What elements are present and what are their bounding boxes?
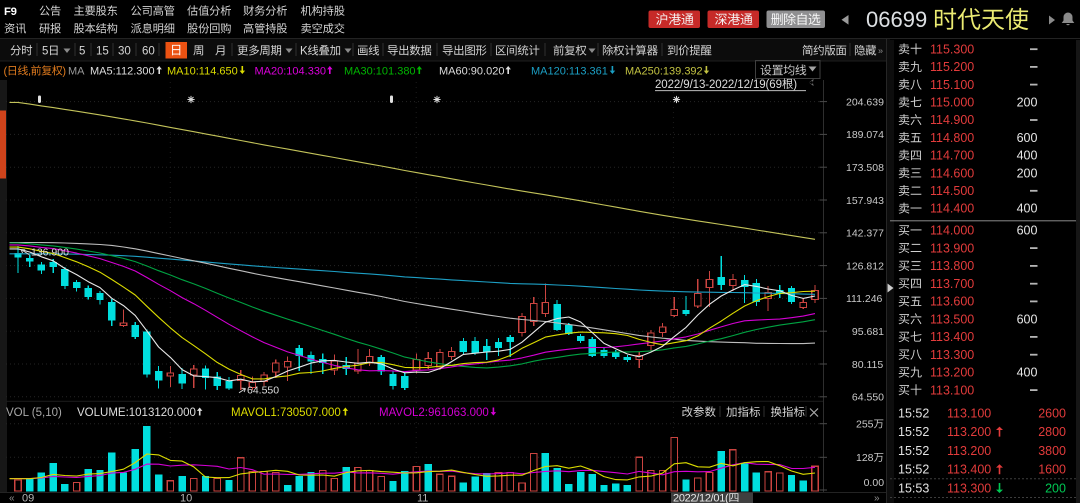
svg-text:142.377: 142.377 bbox=[846, 228, 884, 240]
svg-text:): ) bbox=[793, 79, 797, 91]
svg-text:11: 11 bbox=[417, 493, 428, 503]
svg-text:113.300: 113.300 bbox=[930, 348, 974, 362]
svg-text:MAVOL1:730507.000: MAVOL1:730507.000 bbox=[231, 407, 341, 419]
svg-text:126.812: 126.812 bbox=[846, 260, 884, 272]
svg-text:MA10:114.650: MA10:114.650 bbox=[167, 66, 238, 78]
svg-text:113.400: 113.400 bbox=[947, 463, 991, 477]
svg-text:113.100: 113.100 bbox=[930, 383, 974, 397]
svg-text:MA250:139.392: MA250:139.392 bbox=[625, 66, 703, 78]
svg-text:113.700: 113.700 bbox=[930, 277, 974, 291]
svg-text:114.000: 114.000 bbox=[930, 224, 974, 238]
svg-text:600: 600 bbox=[1017, 224, 1038, 238]
svg-text:255: 255 bbox=[856, 419, 874, 431]
svg-text:189.074: 189.074 bbox=[846, 129, 884, 141]
svg-text:5: 5 bbox=[42, 46, 48, 58]
svg-text:204.639: 204.639 bbox=[846, 96, 884, 108]
svg-text:«: « bbox=[9, 493, 15, 503]
svg-text:113.600: 113.600 bbox=[930, 295, 974, 309]
svg-text:3800: 3800 bbox=[1038, 444, 1066, 458]
svg-text:95.681: 95.681 bbox=[852, 326, 884, 338]
svg-text:2022/9/13-2022/12/19(69: 2022/9/13-2022/12/19(69 bbox=[655, 79, 782, 91]
svg-text:113.900: 113.900 bbox=[930, 241, 974, 255]
svg-text:115.200: 115.200 bbox=[930, 60, 974, 74]
svg-text:5: 5 bbox=[79, 46, 85, 58]
svg-text:113.400: 113.400 bbox=[930, 330, 974, 344]
svg-text:64.550: 64.550 bbox=[852, 392, 884, 404]
svg-text:114.900: 114.900 bbox=[930, 113, 974, 127]
svg-text:15: 15 bbox=[96, 46, 109, 58]
svg-text:60: 60 bbox=[142, 46, 155, 58]
svg-text:2600: 2600 bbox=[1038, 406, 1066, 420]
svg-text:115.300: 115.300 bbox=[930, 42, 974, 56]
svg-text:114.400: 114.400 bbox=[930, 202, 974, 216]
svg-text:15:52: 15:52 bbox=[898, 463, 929, 477]
svg-text:200: 200 bbox=[1017, 96, 1038, 110]
svg-text:114.800: 114.800 bbox=[930, 131, 974, 145]
svg-text:09: 09 bbox=[22, 493, 34, 503]
svg-text:113.200: 113.200 bbox=[947, 444, 991, 458]
svg-text:111.246: 111.246 bbox=[846, 293, 883, 305]
svg-text:»: » bbox=[874, 493, 880, 503]
svg-text:»: » bbox=[878, 46, 883, 56]
svg-text:114.700: 114.700 bbox=[930, 149, 974, 163]
svg-text:114.600: 114.600 bbox=[930, 166, 974, 180]
svg-text:2022/12/01(: 2022/12/01( bbox=[673, 493, 729, 503]
svg-text:80.115: 80.115 bbox=[852, 359, 883, 371]
svg-text:173.508: 173.508 bbox=[846, 162, 884, 174]
svg-text:113.200: 113.200 bbox=[947, 425, 991, 439]
svg-text:114.500: 114.500 bbox=[930, 184, 974, 198]
svg-text:136.900: 136.900 bbox=[31, 247, 69, 259]
svg-text:06699: 06699 bbox=[866, 7, 927, 32]
svg-text:1600: 1600 bbox=[1038, 463, 1066, 477]
svg-text:VOLUME:1013120.000: VOLUME:1013120.000 bbox=[77, 407, 196, 419]
svg-text:200: 200 bbox=[1045, 482, 1066, 496]
svg-text:113.300: 113.300 bbox=[947, 482, 991, 496]
svg-text:113.500: 113.500 bbox=[930, 312, 974, 326]
svg-text:600: 600 bbox=[1017, 312, 1038, 326]
svg-text:128: 128 bbox=[856, 452, 874, 464]
svg-text:115.100: 115.100 bbox=[930, 78, 974, 92]
svg-text:113.100: 113.100 bbox=[947, 406, 991, 420]
svg-text:,: , bbox=[28, 66, 31, 78]
svg-text:30: 30 bbox=[118, 46, 131, 58]
svg-text:MA30:101.380: MA30:101.380 bbox=[344, 66, 416, 78]
svg-text:157.943: 157.943 bbox=[846, 195, 884, 207]
svg-text:F9: F9 bbox=[4, 6, 17, 18]
svg-text:VOL (5,10): VOL (5,10) bbox=[6, 407, 62, 419]
svg-text:64.550: 64.550 bbox=[247, 385, 279, 397]
svg-text:15:53: 15:53 bbox=[898, 482, 929, 496]
svg-text:400: 400 bbox=[1017, 149, 1038, 163]
svg-text:115.000: 115.000 bbox=[930, 96, 974, 110]
svg-text:0.00: 0.00 bbox=[864, 477, 885, 489]
svg-text:400: 400 bbox=[1017, 366, 1038, 380]
svg-text:113.200: 113.200 bbox=[930, 366, 974, 380]
svg-text:MA: MA bbox=[68, 66, 85, 78]
svg-text:15:52: 15:52 bbox=[898, 425, 929, 439]
svg-text:400: 400 bbox=[1017, 202, 1038, 216]
svg-text:MA60:90.020: MA60:90.020 bbox=[439, 66, 504, 78]
svg-text:10: 10 bbox=[180, 493, 192, 503]
svg-text:): ) bbox=[62, 66, 65, 78]
svg-text:113.800: 113.800 bbox=[930, 259, 974, 273]
svg-text:K: K bbox=[300, 46, 308, 58]
svg-text:200: 200 bbox=[1017, 166, 1038, 180]
svg-text:MA20:104.330: MA20:104.330 bbox=[255, 66, 327, 78]
svg-text:15:52: 15:52 bbox=[898, 406, 929, 420]
svg-text:MA120:113.361: MA120:113.361 bbox=[531, 66, 608, 78]
svg-text:15:52: 15:52 bbox=[898, 444, 929, 458]
svg-text:MAVOL2:961063.000: MAVOL2:961063.000 bbox=[379, 407, 489, 419]
svg-text:(: ( bbox=[4, 66, 8, 78]
svg-text:2800: 2800 bbox=[1038, 425, 1066, 439]
svg-text:600: 600 bbox=[1017, 131, 1038, 145]
svg-text:MA5:112.300: MA5:112.300 bbox=[90, 66, 155, 78]
